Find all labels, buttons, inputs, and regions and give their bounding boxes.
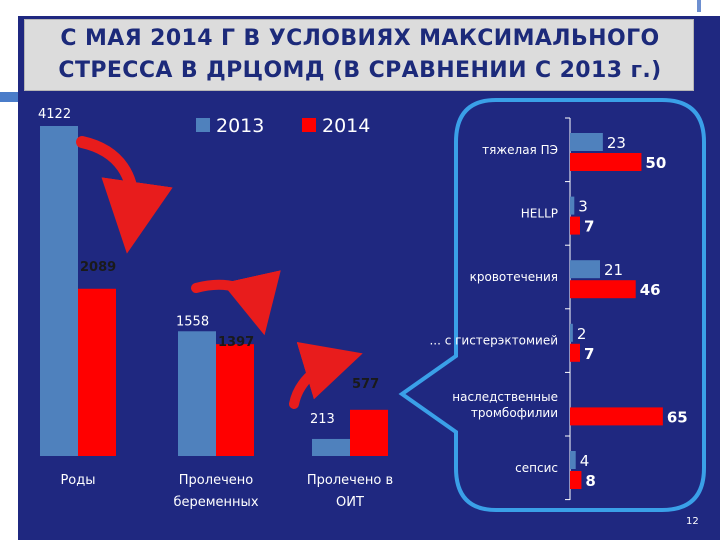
curved-arrow-icon [289,341,363,409]
bar-2014 [350,409,388,456]
bar-2014 [570,280,636,299]
category-label: ... с гистерэктомией [429,334,558,348]
curved-arrow-icon [76,136,173,254]
value-label: 46 [640,281,661,299]
trend-arrows [76,136,363,409]
complications-axis-ticks [565,117,570,501]
main-bars [40,126,388,456]
category-label: HELLP [521,206,558,220]
bar-2013 [570,196,575,215]
title-line-1: С МАЯ 2014 Г В УСЛОВИЯХ МАКСИМАЛЬНОГО [60,26,660,51]
title-box: С МАЯ 2014 Г В УСЛОВИЯХ МАКСИМАЛЬНОГО СТ… [24,19,694,91]
legend-swatch [196,118,210,132]
value-label: 21 [604,261,623,279]
complications-value-labels: 23 50 3 7 21 46 2 7 65 4 8 [577,134,688,490]
value-label: 213 [310,412,335,427]
category-label: Роды [60,473,95,488]
value-label: 4 [580,452,590,470]
value-label: 3 [578,198,588,216]
page-number: 12 [686,516,699,527]
category-label: Пролечено беременных [173,473,258,510]
bar-2013 [312,438,350,456]
value-label: 23 [607,134,626,152]
curved-arrow-icon [191,270,281,336]
value-label: 65 [667,408,688,426]
category-label: наследственные тромбофилии [452,390,558,420]
value-label: 2 [577,325,587,343]
main-bar-chart: 4122 2089 1558 1397 213 577 Роды Пролечено бере… [38,107,393,510]
legend: 2013 2014 [196,115,370,137]
bar-2014 [570,216,580,235]
bar-2013 [570,260,600,279]
bar-2014 [78,288,116,456]
category-label: сепсис [515,461,558,475]
complications-bars [570,133,663,489]
value-label: 1397 [218,335,254,350]
callout-bubble [398,98,706,512]
category-label: тяжелая ПЭ [482,143,558,157]
bar-2014 [570,471,582,489]
complications-category-labels: тяжелая ПЭ HELLP кровотечения ... с гистерэ… [429,143,558,475]
top-margin [0,0,720,16]
value-label: 577 [352,377,379,392]
top-right-accent [697,0,701,12]
left-margin [0,0,18,540]
legend-label: 2013 [216,115,264,137]
value-label: 50 [645,154,666,172]
bar-2014 [570,343,580,362]
value-label: 4122 [38,107,71,122]
value-label: 7 [584,345,594,363]
value-label: 1558 [176,314,209,329]
bar-2013 [570,323,573,342]
complications-bar-chart: 23 50 3 7 21 46 2 7 65 4 8 тяжелая ПЭ HELLP кровотеч… [429,117,688,501]
bar-2014 [216,344,254,456]
left-accent-strip [0,92,18,102]
bar-2013 [178,331,216,456]
legend-label: 2014 [322,115,370,137]
legend-swatch [302,118,316,132]
title-line-2: СТРЕССА В ДРЦОМД (В СРАВНЕНИИ С 2013 г.) [58,58,662,83]
bar-2013 [570,133,603,151]
value-label: 7 [584,218,594,236]
value-label: 8 [585,472,595,490]
bar-2014 [570,153,642,171]
category-label: Пролечено в ОИТ [307,473,393,510]
bar-2013 [570,451,576,469]
value-label: 2089 [80,260,116,275]
bar-2013 [40,126,78,456]
bar-2014 [570,407,663,426]
category-label: кровотечения [470,270,558,284]
main-category-labels: Роды Пролечено беременных Пролечено в ОИТ [60,473,393,510]
